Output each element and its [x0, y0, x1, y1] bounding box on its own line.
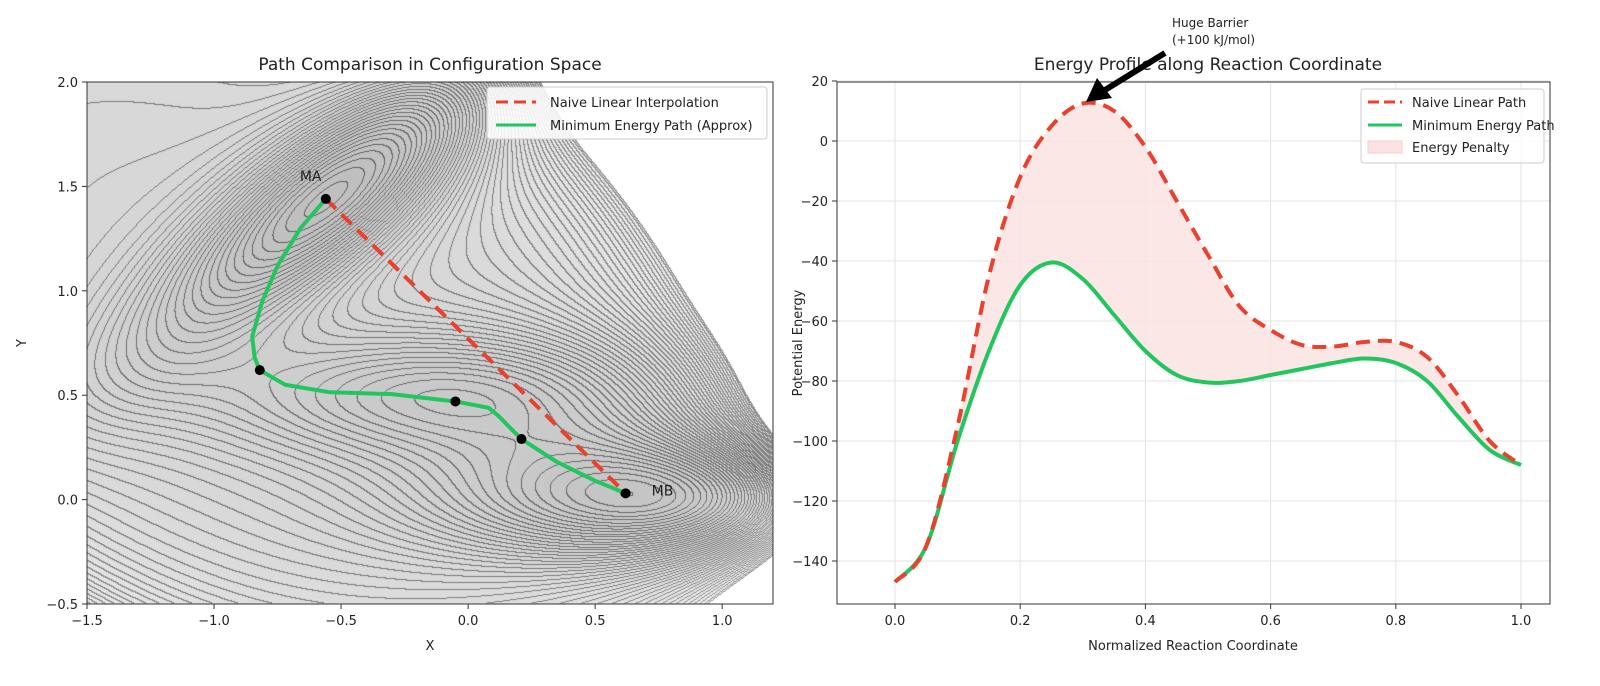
y-tick-label: −120: [792, 495, 828, 510]
barrier-annotation: Huge Barrier (+100 kJ/mol): [1086, 16, 1255, 102]
x-tick-label: 0.5: [585, 614, 606, 629]
y-tick-label: −40: [801, 255, 828, 270]
y-tick-label: 20: [811, 75, 828, 90]
mep-path-line: [250, 197, 627, 496]
y-tick-label: −140: [792, 555, 828, 570]
path-point: [320, 193, 331, 204]
mep-energy-line: [893, 260, 1522, 584]
y-tick-label: 1.5: [57, 180, 78, 195]
x-tick-label: −1.5: [71, 614, 103, 629]
right-legend: Naive Linear Path Minimum Energy Path En…: [1360, 88, 1555, 164]
x-tick-label: 0.8: [1385, 614, 1406, 629]
legend-penalty-swatch: [1367, 140, 1403, 154]
x-tick-label: 0.0: [458, 614, 479, 629]
y-tick-label: 2.0: [57, 76, 78, 91]
naive-path-line: [324, 197, 628, 495]
x-tick-label: 0.0: [885, 614, 906, 629]
y-tick-label: −0.5: [46, 598, 78, 613]
legend-penalty-label: Energy Penalty: [1412, 141, 1510, 156]
x-tick-label: 1.0: [1511, 614, 1532, 629]
y-tick-label: 0.0: [57, 494, 78, 509]
y-tick-label: −20: [801, 195, 828, 210]
legend-mep-path-label: Minimum Energy Path: [1412, 119, 1555, 134]
legend-naive-path-label: Naive Linear Path: [1412, 96, 1526, 111]
label-mb: MB: [652, 483, 674, 499]
y-tick-label: 1.0: [57, 285, 78, 300]
right-axes: 0.0 0.2 0.4 0.6 0.8 1.0 20 0 −20 −40 −60 −80 −100 −12…: [791, 16, 1555, 654]
annotation-line2: (+100 kJ/mol): [1172, 33, 1255, 47]
right-frame: [836, 81, 1551, 605]
y-tick-label: 0.5: [57, 389, 78, 404]
path-point: [620, 488, 631, 499]
annotation-arrow-shaft: [1103, 50, 1167, 93]
x-tick-label: 0.2: [1010, 614, 1031, 629]
left-xlabel: X: [426, 639, 435, 654]
legend-naive-label: Naive Linear Interpolation: [550, 96, 719, 111]
left-legend: Naive Linear Interpolation Minimum Energ…: [486, 86, 768, 140]
left-axes: Path Comparison in Configuration Space X…: [15, 55, 774, 654]
energy-penalty-area: [895, 102, 1521, 583]
left-title: Path Comparison in Configuration Space: [258, 55, 601, 75]
left-frame: [86, 81, 774, 605]
path-point: [450, 396, 461, 407]
x-tick-label: 0.4: [1135, 614, 1156, 629]
x-tick-label: −1.0: [198, 614, 230, 629]
left-ylabel: Y: [15, 339, 30, 348]
x-tick-label: −0.5: [325, 614, 357, 629]
annotation-line1: Huge Barrier: [1172, 16, 1248, 30]
y-tick-label: 0: [820, 135, 828, 150]
naive-energy-line: [893, 100, 1523, 584]
right-ylabel: Potential Energy: [791, 289, 806, 396]
right-title: Energy Profile along Reaction Coordinate: [1034, 55, 1382, 75]
y-tick-label: −60: [801, 315, 828, 330]
x-tick-label: 0.6: [1260, 614, 1281, 629]
y-tick-label: −80: [801, 375, 828, 390]
y-tick-label: −100: [792, 435, 828, 450]
path-point: [254, 365, 265, 376]
legend-mep-label: Minimum Energy Path (Approx): [550, 119, 753, 134]
potential-contour-surface: [87, 82, 773, 604]
label-ma: MA: [300, 169, 322, 185]
path-point: [516, 434, 527, 445]
arrow-icon: [1086, 78, 1112, 102]
x-tick-label: 1.0: [712, 614, 733, 629]
right-xlabel: Normalized Reaction Coordinate: [1088, 639, 1298, 654]
